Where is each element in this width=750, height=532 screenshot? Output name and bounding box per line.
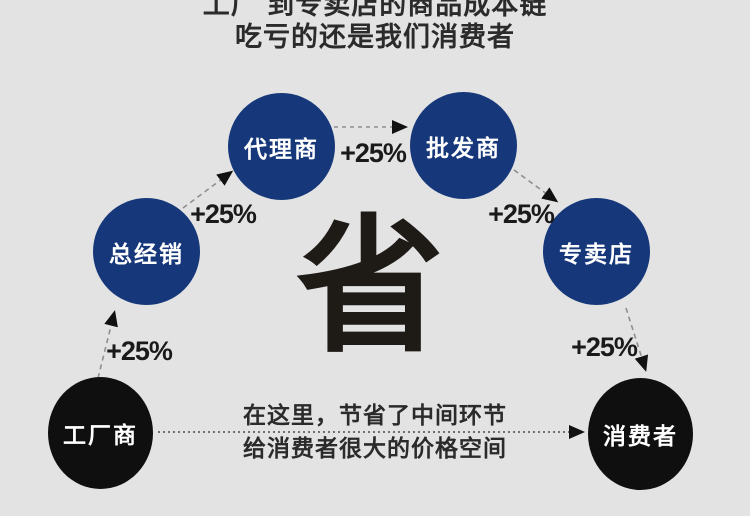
node-agent: 代理商 xyxy=(228,93,335,200)
arrow-factory-to-distributor xyxy=(97,310,118,379)
node-wholesaler: 批发商 xyxy=(410,92,517,199)
node-specialty-store: 专卖店 xyxy=(543,198,650,305)
increment-label-wholesaler-store: +25% xyxy=(488,199,555,229)
increment-label-store-consumer: +25% xyxy=(571,332,638,362)
increment-label-distributor-agent: +25% xyxy=(190,199,257,229)
save-character: 省 xyxy=(296,205,444,370)
bottom-white-strip xyxy=(0,516,750,532)
node-consumer-label: 消费者 xyxy=(603,423,678,449)
footer-line1: 在这里，节省了中间环节 xyxy=(243,402,507,428)
arrow-distributor-to-agent xyxy=(182,170,234,209)
arrow-store-to-consumer xyxy=(625,307,649,372)
node-general-distributor: 总经销 xyxy=(93,198,200,305)
increment-label-agent-wholesaler: +25% xyxy=(340,138,407,168)
title-line1: 工厂 到专卖店的商品成本链 xyxy=(202,0,548,20)
footer-line2: 给消费者很大的价格空间 xyxy=(243,435,507,461)
node-factory: 工厂商 xyxy=(48,377,153,489)
node-specialty-store-label: 专卖店 xyxy=(559,240,634,267)
node-factory-label: 工厂商 xyxy=(63,422,138,448)
node-general-distributor-label: 总经销 xyxy=(109,240,184,267)
increment-label-factory-distributor: +25% xyxy=(106,336,173,366)
diagram-title: 工厂 到专卖店的商品成本链 吃亏的还是我们消费者 xyxy=(0,0,750,53)
node-wholesaler-label: 批发商 xyxy=(426,134,501,161)
node-agent-label: 代理商 xyxy=(244,135,319,162)
node-consumer: 消费者 xyxy=(588,378,693,490)
arrow-wholesaler-to-store xyxy=(513,169,559,203)
footer-caption: 在这里，节省了中间环节 给消费者很大的价格空间 xyxy=(0,399,750,465)
title-line2: 吃亏的还是我们消费者 xyxy=(235,22,515,52)
